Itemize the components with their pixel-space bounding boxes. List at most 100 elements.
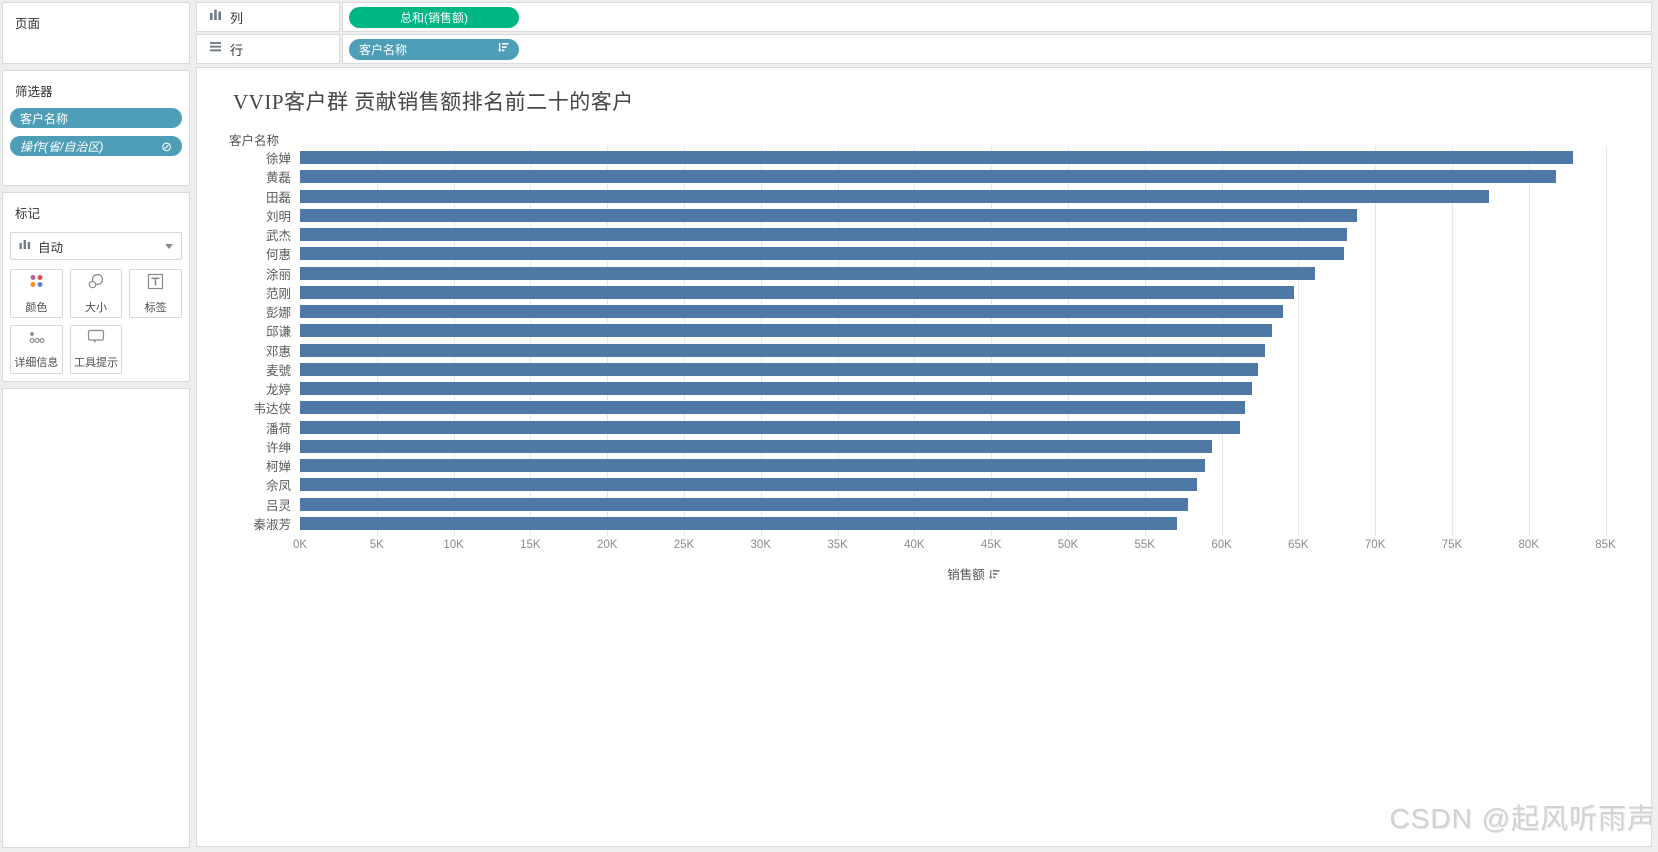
bar[interactable] (300, 497, 1188, 511)
measure-pill-sales-sum[interactable]: 总和(销售额) (349, 6, 519, 28)
bar-label[interactable]: 徐婵 (265, 152, 291, 167)
x-tick-label: 20K (596, 539, 618, 551)
bar[interactable] (300, 382, 1253, 395)
bar-track (300, 495, 1647, 514)
mark-type-dropdown[interactable]: 自动 (10, 232, 182, 260)
color-button[interactable]: 颜色 (10, 269, 63, 318)
bar[interactable] (300, 362, 1259, 376)
sort-descending-icon[interactable] (985, 568, 1000, 582)
bar[interactable] (300, 343, 1265, 357)
bar-label[interactable]: 吕灵 (265, 498, 291, 513)
filter-pill-action-province[interactable]: 操作(省/自治区) ⊘ (10, 136, 182, 156)
gridline (530, 146, 532, 536)
bar-label[interactable]: 柯婵 (265, 460, 291, 475)
x-tick-label: 10K (443, 539, 464, 551)
bar[interactable] (300, 266, 1316, 280)
bar-row: 韦达侠 (205, 398, 1647, 417)
columns-pill-zone[interactable]: 总和(销售额) (342, 2, 1652, 32)
gridline (453, 146, 455, 536)
bar[interactable] (300, 208, 1357, 222)
bar[interactable] (300, 305, 1283, 318)
bar[interactable] (300, 170, 1557, 184)
bar[interactable] (300, 285, 1294, 299)
pages-panel: 页面 (2, 2, 190, 64)
bar-track (300, 321, 1647, 340)
bar-row: 武杰 (205, 225, 1647, 244)
sort-descending-icon[interactable] (498, 42, 509, 56)
x-tick-label: 40K (904, 539, 925, 551)
columns-shelf-label-box: 列 (196, 2, 340, 32)
bar[interactable] (300, 420, 1240, 434)
bar[interactable] (300, 401, 1245, 415)
detail-button[interactable]: 详细信息 (10, 325, 63, 374)
bar[interactable] (300, 189, 1489, 203)
bar-label[interactable]: 刘明 (265, 209, 291, 224)
bar-label[interactable]: 彭娜 (265, 306, 291, 321)
gridline (837, 146, 839, 536)
x-tick-label: 50K (1057, 539, 1079, 551)
marks-panel: 标记 自动 颜色 大小 (2, 192, 190, 382)
bar-label[interactable]: 武杰 (265, 229, 291, 244)
rows-icon (209, 40, 222, 58)
bar-track (300, 341, 1647, 360)
bar[interactable] (300, 324, 1273, 338)
bar-label[interactable]: 佘凤 (265, 479, 291, 494)
bar[interactable] (300, 459, 1205, 472)
size-button-label: 大小 (84, 301, 107, 314)
bar-track (300, 398, 1647, 417)
x-tick-label: 0K (292, 539, 308, 551)
bar-row: 黄磊 (205, 167, 1647, 186)
bar-row: 刘明 (205, 206, 1647, 225)
gridline (1605, 146, 1607, 536)
gridline (683, 146, 685, 536)
bar-label[interactable]: 韦达侠 (253, 402, 291, 417)
bar-track (300, 225, 1647, 244)
chevron-down-icon (165, 243, 173, 249)
rows-pill-zone[interactable]: 客户名称 (342, 34, 1652, 64)
gridline (1221, 146, 1223, 536)
label-button[interactable]: 标签 (129, 269, 182, 318)
bar-track (300, 514, 1647, 533)
bar-label[interactable]: 秦淑芳 (253, 517, 291, 532)
bar-label[interactable]: 田磊 (265, 190, 291, 205)
bar-label[interactable]: 许绅 (265, 440, 291, 455)
bar-label[interactable]: 何惠 (265, 248, 291, 263)
bar-row: 潘荷 (205, 418, 1647, 437)
bar-track (300, 148, 1647, 167)
x-tick-label: 45K (980, 539, 1002, 551)
bar-label[interactable]: 龙婷 (265, 383, 291, 398)
dimension-pill-customer-name[interactable]: 客户名称 (349, 38, 519, 60)
bar-row: 范刚 (205, 283, 1647, 302)
gridline (376, 146, 378, 536)
tooltip-button[interactable]: 工具提示 (69, 325, 123, 374)
bar-track (300, 456, 1647, 475)
bar[interactable] (300, 478, 1197, 492)
bar-label[interactable]: 涂丽 (265, 267, 291, 282)
size-button[interactable]: 大小 (69, 269, 123, 318)
x-tick-label: 30K (750, 539, 771, 551)
bar-label[interactable]: 潘荷 (265, 421, 291, 436)
bar-track (300, 302, 1647, 321)
bar-row: 龙婷 (205, 379, 1647, 398)
bar[interactable] (300, 439, 1213, 453)
gridline (991, 146, 993, 536)
bar-label[interactable]: 黄磊 (265, 171, 291, 186)
marks-title: 标记 (15, 207, 41, 221)
bar-label[interactable]: 邓惠 (265, 344, 291, 359)
pages-title: 页面 (15, 17, 41, 31)
x-tick-label: 35K (827, 539, 848, 551)
bar-row: 涂丽 (205, 264, 1647, 283)
bar-row: 佘凤 (205, 475, 1647, 494)
chart-title: VVIP客户群 贡献销售额排名前二十的客户 (233, 90, 634, 114)
bar-row: 邓惠 (205, 341, 1647, 360)
filter-pill-customer-name[interactable]: 客户名称 (10, 108, 182, 128)
rows-shelf: 行 客户名称 (196, 34, 1652, 64)
bar[interactable] (300, 151, 1574, 164)
bar-row: 徐婵 (205, 148, 1647, 167)
bar-label[interactable]: 邱谦 (265, 325, 291, 340)
bar[interactable] (300, 228, 1348, 241)
bar-label[interactable]: 范刚 (265, 286, 291, 301)
bar[interactable] (300, 516, 1177, 530)
bar-label[interactable]: 麦號 (265, 363, 291, 378)
bar[interactable] (300, 247, 1345, 261)
